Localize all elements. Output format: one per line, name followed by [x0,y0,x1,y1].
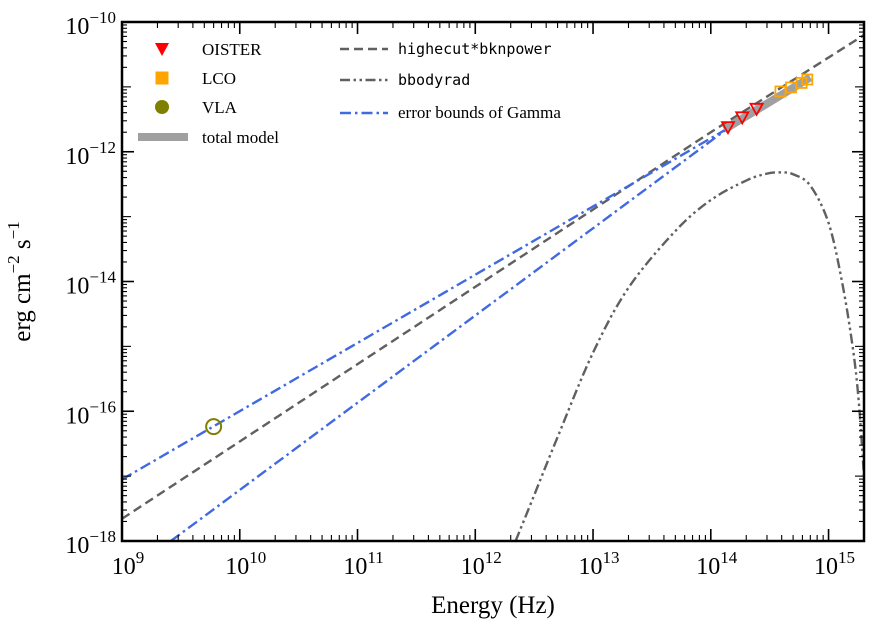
x-tick-label: 1012 [461,548,502,580]
y-tick-label: 10−10 [65,8,116,40]
legend-lco-label: LCO [202,69,236,88]
series-error-bounds-of-gamma-lower-line [170,78,808,541]
lco-point [801,73,814,86]
y-tick-label: 10−14 [65,268,116,300]
x-tick-label: 1011 [343,548,383,580]
legend-highecut-label: highecut*bknpower [398,40,552,58]
oister-point [734,111,750,126]
series-bbodyrad-line [514,171,864,541]
legend-gamma-label: error bounds of Gamma [398,103,561,122]
y-tick-label: 10−18 [65,527,116,559]
y-tick-label: 10−12 [65,138,116,170]
legend-oister-marker [155,43,169,56]
x-tick-label: 109 [112,548,145,580]
oister-point [749,102,765,117]
x-tick-label: 1015 [814,548,855,580]
legend-bbody-label: bbodyrad [398,71,470,89]
series-highecut-bknpower-line [122,34,864,520]
oister-point [720,121,736,136]
legend-oister-label: OISTER [202,40,262,59]
y-tick-label: 10−16 [65,397,116,429]
legend-vla-label: VLA [202,98,238,117]
y-axis-label: erg cm−2 s−1 [4,221,36,341]
legend-vla-marker [155,100,169,114]
x-tick-label: 1010 [225,548,266,580]
x-tick-label: 1013 [579,548,620,580]
legend-lco-marker [155,71,169,85]
vla-point [205,418,223,436]
x-tick-label: 1014 [696,548,738,580]
x-axis-label: Energy (Hz) [431,592,555,619]
legend-total-label: total model [202,128,279,147]
